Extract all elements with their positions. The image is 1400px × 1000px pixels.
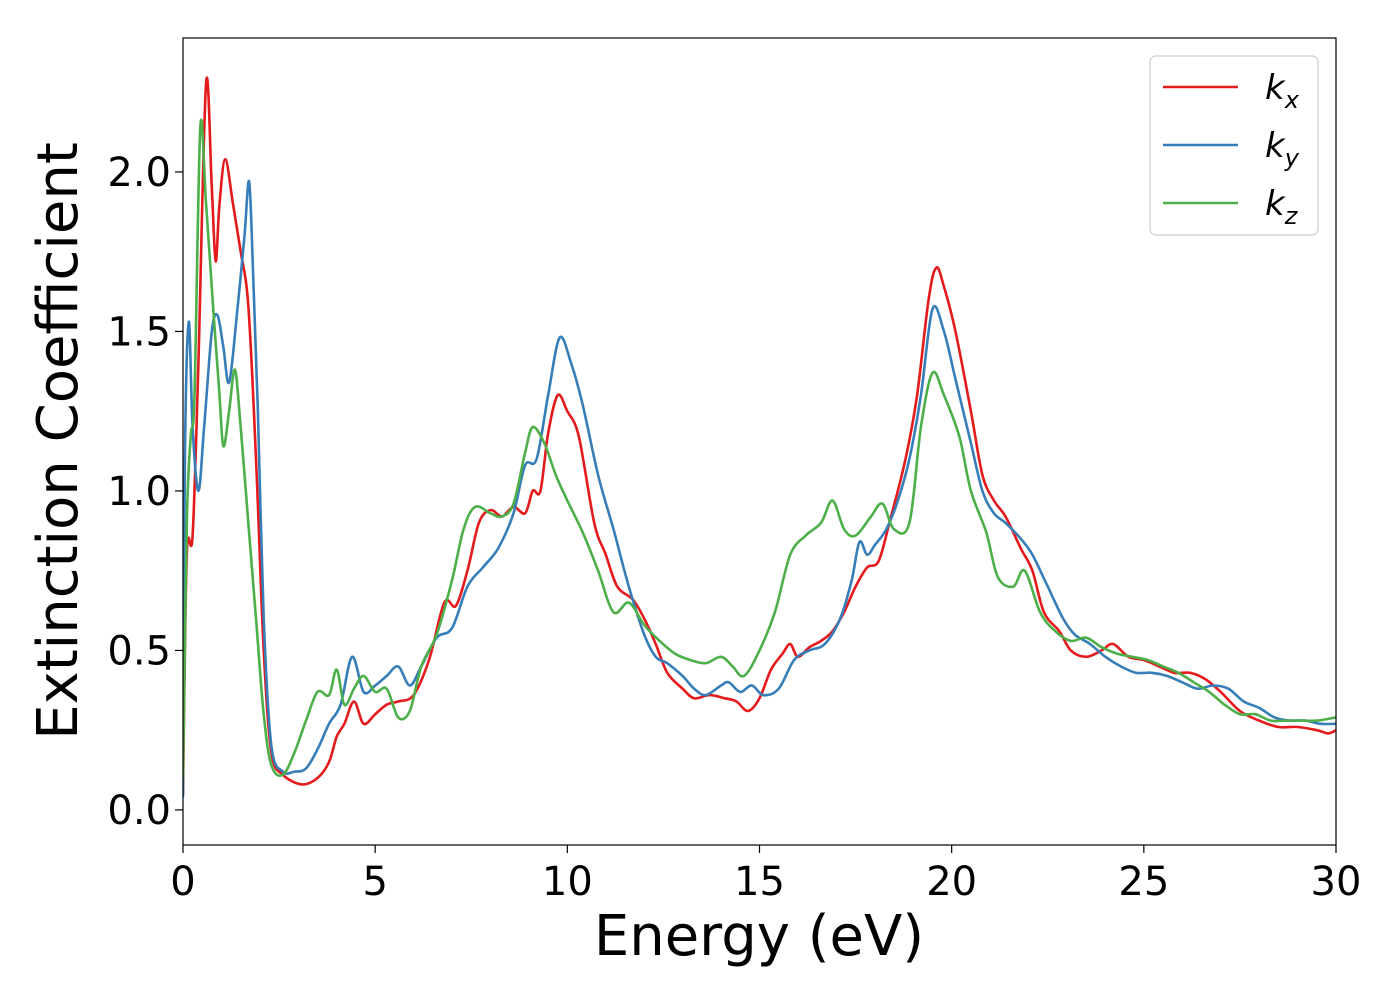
y-tick-label: 1.5 <box>107 309 171 355</box>
y-axis: 0.0 0.5 1.0 1.5 2.0 <box>107 150 183 834</box>
y-tick-label: 0.5 <box>107 628 171 674</box>
series-line-kz <box>183 118 1336 779</box>
legend-label-ky: ky <box>1265 126 1300 172</box>
y-tick-label: 1.0 <box>107 469 171 515</box>
x-tick-label: 10 <box>542 859 593 905</box>
y-tick-label: 0.0 <box>107 788 171 834</box>
x-tick-label: 15 <box>734 859 785 905</box>
x-tick-label: 5 <box>362 859 387 905</box>
series-line-ky <box>183 179 1336 798</box>
series-layer <box>183 76 1336 798</box>
legend-label-kx: kx <box>1265 68 1300 114</box>
x-tick-label: 0 <box>170 859 195 905</box>
series-line-kx <box>183 76 1336 795</box>
x-tick-label: 20 <box>926 859 977 905</box>
y-tick-label: 2.0 <box>107 150 171 196</box>
legend-label-kz: kz <box>1265 184 1299 230</box>
legend: kx ky kz <box>1149 55 1319 236</box>
x-axis-label: Energy (eV) <box>594 904 924 969</box>
y-axis-label: Extinction Coefficient <box>26 142 91 740</box>
x-tick-label: 30 <box>1311 859 1362 905</box>
x-axis: 0 5 10 15 20 25 30 <box>170 845 1361 905</box>
x-tick-label: 25 <box>1118 859 1169 905</box>
